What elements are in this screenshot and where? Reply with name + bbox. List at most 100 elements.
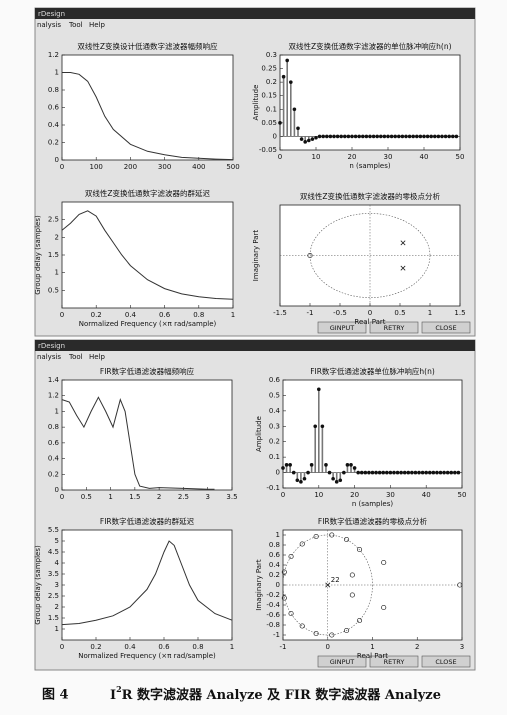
stem-marker bbox=[278, 121, 282, 125]
x-tick-label: 3 bbox=[205, 493, 209, 501]
menu-item[interactable]: Help bbox=[89, 353, 106, 361]
stem-marker bbox=[453, 470, 457, 475]
zero bbox=[349, 572, 355, 578]
stem-marker bbox=[289, 80, 293, 84]
stem-marker bbox=[334, 480, 339, 484]
x-tick-label: 0.5 bbox=[394, 309, 405, 317]
y-tick-label: -0.8 bbox=[266, 621, 280, 629]
curve bbox=[62, 72, 234, 161]
stem-marker bbox=[429, 134, 434, 139]
y-tick-label: 0.5 bbox=[48, 286, 59, 294]
y-tick-label: 0 bbox=[276, 469, 280, 477]
button[interactable] bbox=[317, 321, 367, 334]
zero bbox=[329, 632, 335, 638]
stem-marker bbox=[299, 480, 303, 484]
menu-item[interactable]: nalysis bbox=[37, 21, 61, 29]
y-tick-label: 0 bbox=[55, 156, 59, 164]
plot-title: FIR数字低通滤波器的群延迟 bbox=[100, 516, 195, 526]
y-tick-label: 0.15 bbox=[261, 92, 277, 100]
y-tick-label: 1 bbox=[55, 407, 59, 415]
stem-marker bbox=[295, 478, 300, 483]
y-tick-label: 0.4 bbox=[269, 407, 281, 415]
x-axis-label: n (samples) bbox=[352, 500, 393, 508]
stem-marker bbox=[456, 470, 461, 475]
button[interactable] bbox=[369, 321, 419, 334]
button-label[interactable]: RETRY bbox=[384, 658, 405, 666]
stem-marker bbox=[303, 140, 308, 144]
stem-marker bbox=[451, 134, 455, 139]
button-label[interactable]: CLOSE bbox=[435, 324, 456, 332]
button-label[interactable]: GINPUT bbox=[330, 658, 354, 666]
button-label[interactable]: GINPUT bbox=[330, 324, 354, 332]
unit-circle bbox=[282, 534, 373, 636]
y-tick-label: 0.3 bbox=[269, 422, 280, 430]
menu-item[interactable]: Help bbox=[89, 21, 106, 29]
x-tick-label: 1 bbox=[370, 643, 374, 651]
stem-marker bbox=[327, 470, 332, 475]
y-axis-label: Amplitude bbox=[252, 85, 260, 121]
zero bbox=[381, 559, 387, 566]
y-tick-label: 0.2 bbox=[269, 571, 280, 579]
menu-item[interactable]: Tool bbox=[68, 21, 83, 29]
y-tick-label: 1.4 bbox=[48, 376, 60, 384]
button-label[interactable]: CLOSE bbox=[435, 658, 456, 666]
curve bbox=[61, 396, 215, 490]
stem-marker bbox=[313, 424, 318, 429]
stem-marker bbox=[388, 470, 393, 475]
stem-marker bbox=[410, 470, 414, 475]
x-axis-label: Real Part bbox=[357, 652, 388, 660]
y-axis-label: Imaginary Part bbox=[252, 230, 260, 282]
stem-marker bbox=[442, 470, 446, 475]
stem-marker bbox=[381, 470, 386, 475]
y-tick-label: 0.6 bbox=[269, 551, 281, 559]
x-tick-label: 1 bbox=[230, 643, 234, 651]
stem-marker bbox=[310, 137, 315, 141]
y-tick-label: 2 bbox=[55, 603, 59, 611]
x-tick-label: 3.5 bbox=[226, 493, 237, 501]
x-tick-label: 20 bbox=[350, 491, 359, 499]
y-tick-label: 1 bbox=[55, 269, 59, 277]
caption-figure: 图 4 bbox=[42, 688, 69, 703]
stem-marker bbox=[424, 470, 429, 475]
plot-title: 双线性Z变换设计低通数字滤波器幅频响应 bbox=[77, 41, 218, 51]
y-tick-label: 0 bbox=[273, 132, 277, 140]
plot-area bbox=[61, 379, 233, 491]
button[interactable] bbox=[421, 321, 471, 334]
button[interactable] bbox=[421, 655, 471, 668]
stem-marker bbox=[302, 476, 307, 481]
x-tick-label: 1 bbox=[108, 493, 112, 501]
stem-marker bbox=[386, 134, 390, 139]
x-tick-label: 0.6 bbox=[159, 311, 171, 319]
y-tick-label: 0.2 bbox=[269, 438, 280, 446]
menu-item[interactable]: Tool bbox=[68, 353, 83, 361]
x-tick-label: 40 bbox=[420, 153, 429, 161]
zero bbox=[313, 533, 319, 540]
x-tick-label: -0.5 bbox=[333, 309, 347, 317]
curve bbox=[61, 540, 233, 626]
title-bar bbox=[35, 340, 475, 351]
stem-marker bbox=[438, 470, 443, 475]
y-tick-label: 2.5 bbox=[48, 592, 59, 600]
button[interactable] bbox=[317, 655, 367, 668]
stem-marker bbox=[377, 470, 382, 475]
y-tick-label: -0.6 bbox=[266, 611, 280, 619]
stem-marker bbox=[449, 470, 454, 475]
button[interactable] bbox=[369, 655, 419, 668]
y-axis-label: Group delay (samples) bbox=[34, 215, 42, 295]
stem-marker bbox=[309, 463, 314, 467]
stem-marker bbox=[393, 134, 398, 139]
x-tick-label: 0.2 bbox=[91, 311, 102, 319]
x-tick-label: 0.6 bbox=[158, 643, 170, 651]
y-tick-label: 0.5 bbox=[269, 391, 280, 399]
zero bbox=[299, 623, 305, 629]
stem-marker bbox=[399, 470, 403, 475]
button-label[interactable]: RETRY bbox=[384, 324, 405, 332]
stem-marker bbox=[382, 134, 387, 139]
y-tick-label: 0.4 bbox=[48, 455, 60, 463]
x-tick-label: 40 bbox=[422, 491, 431, 499]
stem-marker bbox=[363, 470, 368, 475]
stem-marker bbox=[321, 134, 326, 139]
menu-item[interactable]: nalysis bbox=[37, 353, 61, 361]
zero bbox=[356, 617, 363, 624]
